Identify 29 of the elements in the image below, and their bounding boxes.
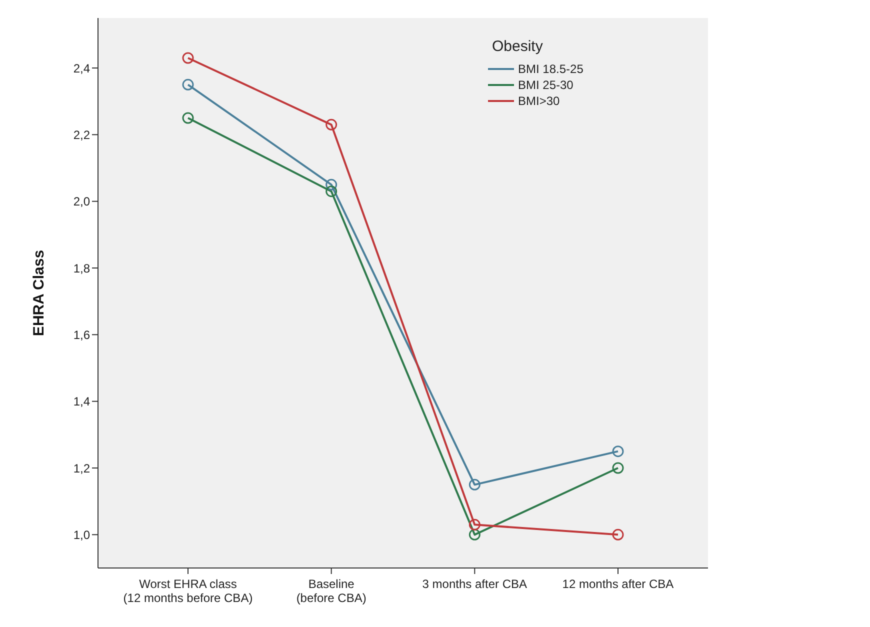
point [612,462,624,474]
point [182,78,194,90]
point [612,446,624,458]
point [326,186,338,198]
y-tick-label: 1,0 [73,528,90,542]
point [182,52,194,64]
y-tick-label: 2,4 [73,61,90,76]
point [612,528,624,540]
x-tick-label: 3 months after CBA [422,577,528,591]
point [468,518,480,530]
y-tick-label: 2,0 [73,194,90,209]
point [326,118,338,130]
y-tick-label: 1,2 [73,461,90,476]
x-tick-label: Baseline (before CBA) [296,577,366,605]
legend-title: Obesity [492,38,544,55]
point [468,478,480,490]
point [468,528,480,540]
point [182,112,194,124]
x-tick-label: Worst EHRA class (12 months before CBA) [123,577,253,605]
x-tick-label: 12 months after CBA [562,577,674,591]
y-tick-label: 1,8 [73,261,90,276]
legend-label: BMI 25-30 [518,78,574,92]
legend-label: BMI>30 [518,94,560,108]
y-tick-label: 1,6 [73,328,90,342]
point [326,178,338,190]
y-tick-label: 2,2 [73,128,90,142]
legend-label: BMI 18.5-25 [518,62,584,76]
y-axis-title: EHRA Class [30,250,48,336]
y-tick-label: 1,4 [73,394,90,409]
